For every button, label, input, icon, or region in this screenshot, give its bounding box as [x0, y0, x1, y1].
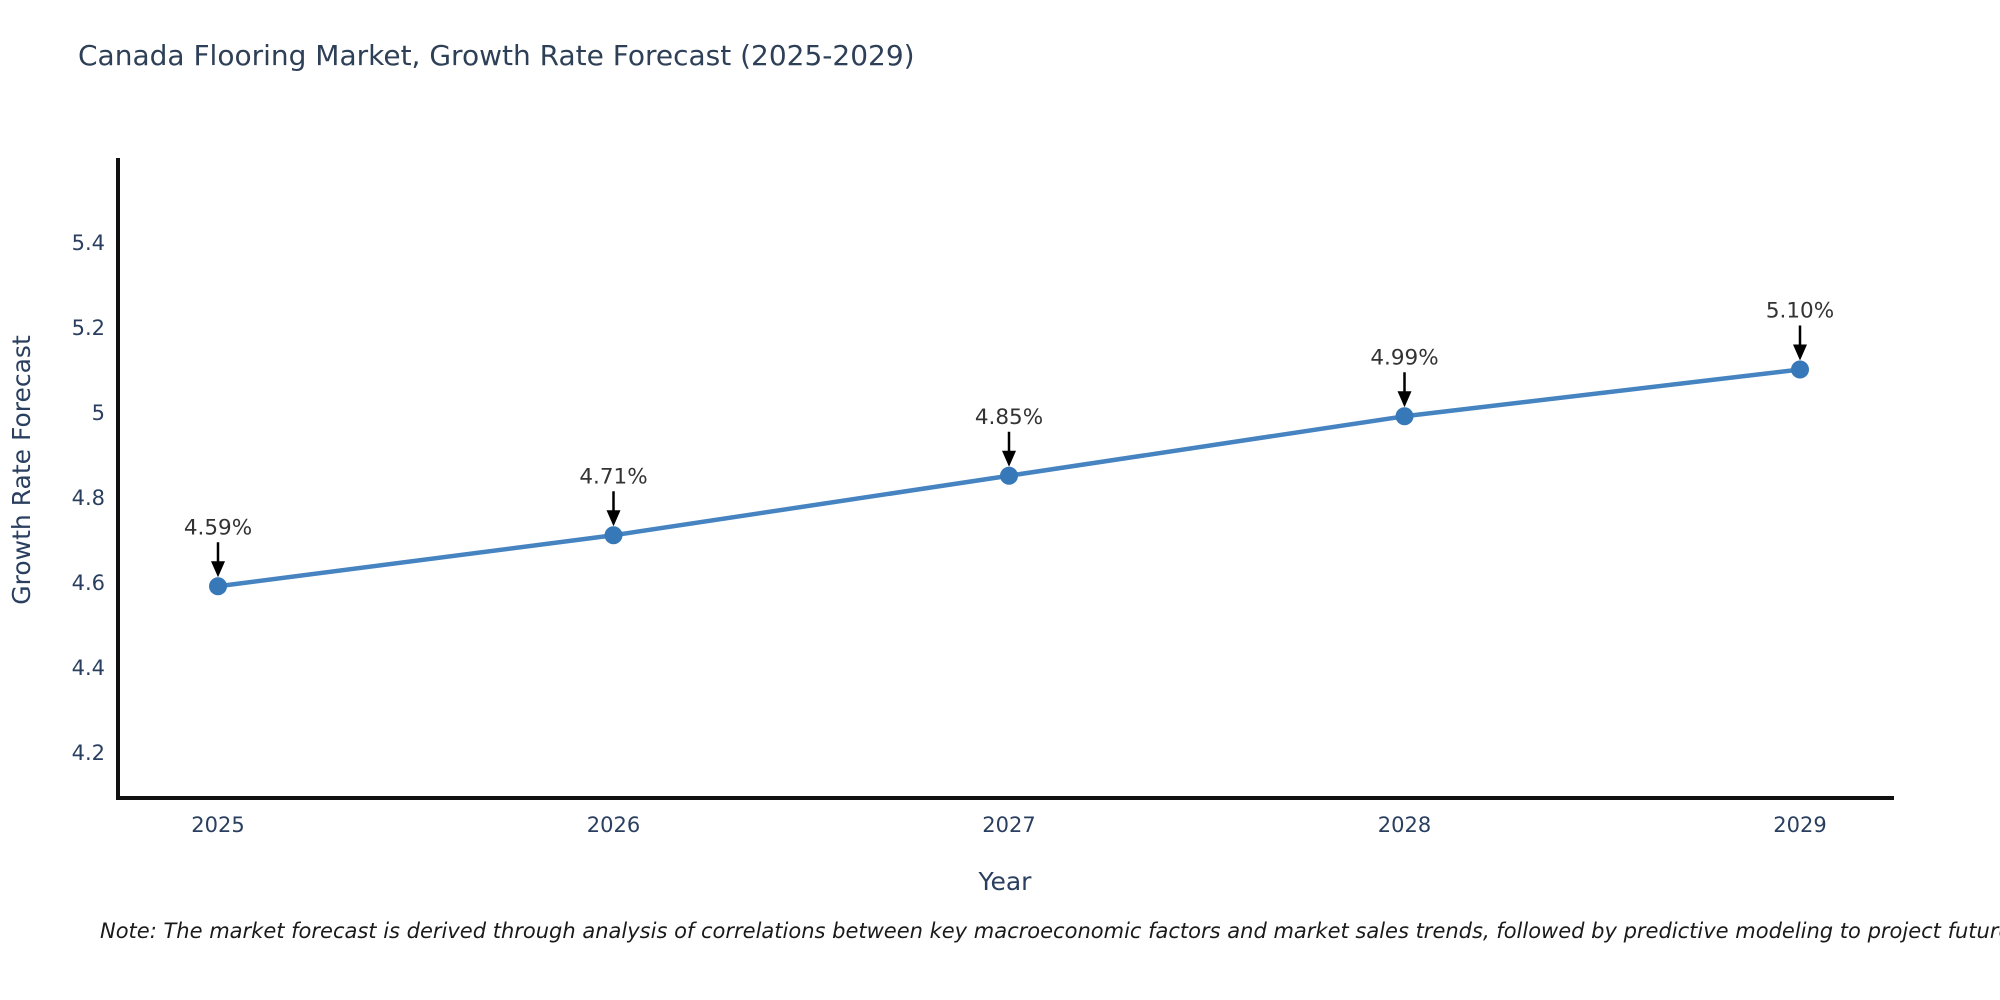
point-value-label: 4.71% — [579, 464, 647, 489]
y-tick-label: 4.6 — [72, 571, 105, 595]
point-value-label: 4.85% — [975, 405, 1043, 430]
y-tick-label: 4.8 — [72, 486, 105, 510]
annotation-arrowhead-icon — [606, 510, 621, 527]
data-point-marker — [604, 526, 623, 545]
point-value-label: 4.59% — [184, 515, 252, 540]
annotation-arrowhead-icon — [1397, 391, 1412, 408]
point-annotations: 4.59% 4.71% 4.85% 4.99% 5.10% — [184, 299, 1834, 578]
chart-title: Canada Flooring Market, Growth Rate Fore… — [78, 39, 915, 72]
annotation-arrowhead-icon — [1793, 344, 1807, 361]
y-axis-tick-labels: 5.4 5.2 5 4.8 4.6 4.4 4.2 — [72, 231, 105, 765]
y-tick-label: 5.2 — [72, 316, 105, 340]
x-axis-title: Year — [978, 867, 1033, 896]
axes — [116, 158, 1894, 800]
data-point-marker — [1791, 360, 1809, 379]
data-point-marker — [1395, 407, 1414, 426]
y-tick-label: 4.4 — [72, 656, 105, 680]
point-value-label: 4.99% — [1370, 345, 1438, 370]
y-tick-label: 4.2 — [72, 741, 105, 765]
footnote: Note: The market forecast is derived thr… — [100, 919, 2000, 943]
y-axis-title: Growth Rate Forecast — [7, 335, 36, 605]
x-tick-label: 2029 — [1773, 813, 1826, 837]
x-tick-label: 2026 — [587, 813, 640, 837]
data-point-marker — [1000, 466, 1018, 485]
y-tick-label: 5 — [92, 401, 105, 425]
point-value-label: 5.10% — [1766, 299, 1834, 324]
data-point-marker — [209, 577, 227, 596]
x-axis-tick-labels: 2025 2026 2027 2028 2029 — [191, 813, 1826, 837]
annotation-arrowhead-icon — [211, 561, 225, 578]
line-series — [209, 360, 1809, 596]
x-tick-label: 2028 — [1378, 813, 1431, 837]
y-tick-label: 5.4 — [72, 231, 105, 255]
x-tick-label: 2027 — [982, 813, 1035, 837]
x-tick-label: 2025 — [191, 813, 244, 837]
annotation-arrowhead-icon — [1002, 450, 1016, 467]
